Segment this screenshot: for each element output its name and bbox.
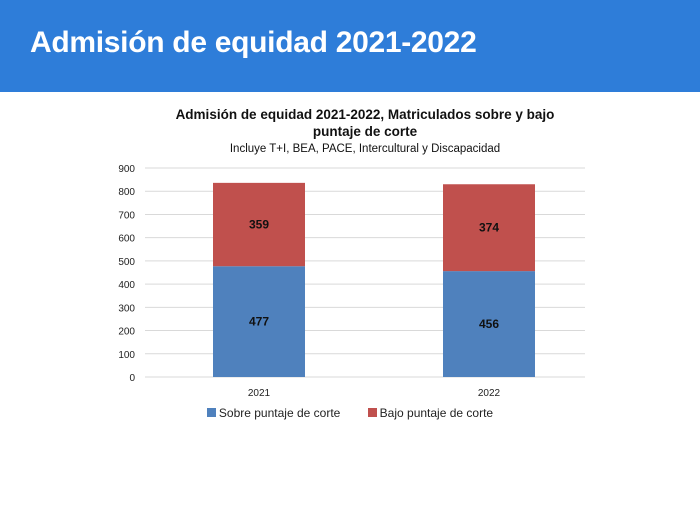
legend-label: Sobre puntaje de corte	[218, 406, 341, 420]
legend-label: Bajo puntaje de corte	[379, 406, 494, 420]
bar-2022-sobre	[443, 271, 535, 377]
x-tick-label: 2022	[478, 388, 501, 399]
bar-2021-bajo	[213, 182, 305, 267]
bar-2021-sobre	[213, 266, 305, 377]
legend-item-sobre: Sobre puntaje de corte	[206, 406, 341, 420]
legend-item-bajo: Bajo puntaje de corte	[367, 406, 494, 420]
data-label: 456	[479, 317, 499, 331]
slide-header: Admisión de equidad 2021-2022	[0, 0, 700, 92]
y-tick-label: 900	[118, 164, 135, 175]
y-tick-label: 0	[129, 373, 135, 384]
y-tick-label: 800	[118, 187, 135, 198]
legend-swatch-bajo	[367, 408, 377, 417]
y-tick-label: 100	[118, 350, 135, 361]
x-tick-label: 2021	[248, 388, 271, 399]
data-label: 374	[479, 221, 499, 235]
bar-2022-bajo	[443, 184, 535, 272]
data-label: 359	[249, 218, 269, 232]
y-tick-label: 400	[118, 280, 135, 291]
y-tick-label: 600	[118, 234, 135, 245]
y-tick-label: 200	[118, 327, 135, 338]
chart-legend: Sobre puntaje de corte Bajo puntaje de c…	[0, 406, 700, 420]
y-tick-label: 300	[118, 303, 135, 314]
y-tick-label: 500	[118, 257, 135, 268]
chart-subtitle: Incluye T+I, BEA, PACE, Intercultural y …	[229, 143, 501, 155]
chart-title-line2: puntaje de corte	[312, 124, 418, 139]
slide-title: Admisión de equidad 2021-2022	[30, 26, 477, 59]
y-tick-label: 700	[118, 210, 135, 221]
data-label: 477	[249, 315, 269, 329]
chart-title-line1: Admisión de equidad 2021-2022, Matricula…	[175, 107, 555, 122]
legend-swatch-sobre	[206, 408, 216, 417]
